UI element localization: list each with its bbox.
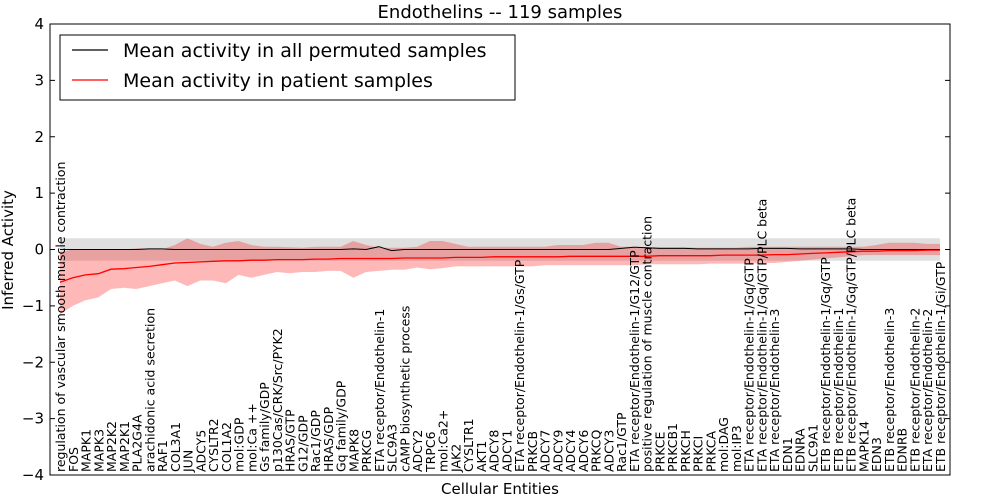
category-label: ETB receptor/Endothelin-1/Gq/GTP	[818, 257, 833, 472]
category-label: arachidonic acid secretion	[142, 308, 157, 472]
category-label: ETB receptor/Endothelin-1/Gq/GTP/PLC bet…	[844, 198, 859, 472]
category-label: ETA receptor/Endothelin-2	[920, 309, 935, 472]
y-tick-label: −4	[22, 466, 44, 484]
category-label: ADCY8	[487, 430, 502, 472]
category-label: G12/GDP	[295, 415, 310, 472]
category-label: PRKCA	[703, 431, 718, 472]
category-label: mol:DAG	[716, 417, 731, 472]
category-label: SLC9A1	[806, 424, 821, 472]
legend-label-permuted: Mean activity in all permuted samples	[123, 40, 486, 62]
category-label: MAP2K1	[117, 421, 132, 472]
category-label: JAK2	[448, 444, 463, 473]
category-label: ETA receptor/Endothelin-1/Gs/GTP	[512, 259, 527, 472]
category-label: PRKCE	[652, 432, 667, 472]
category-label: ADCY9	[550, 430, 565, 472]
category-label: ADCY3	[601, 430, 616, 472]
series-lines	[59, 246, 940, 283]
y-tick-label: 4	[34, 15, 44, 33]
y-axis-label: Inferred Activity	[0, 190, 17, 310]
category-label: CYSLTR2	[206, 418, 221, 472]
category-label: PRKCB	[525, 431, 540, 472]
category-label: PRKCG	[359, 430, 374, 472]
category-label: COL3A1	[168, 422, 183, 472]
category-label: ADCY2	[410, 430, 425, 472]
category-label: ADCY4	[563, 430, 578, 472]
category-label: RAF1	[155, 440, 170, 472]
category-label: COL1A2	[219, 422, 234, 472]
category-label: FOS	[66, 447, 81, 472]
line-patient	[59, 249, 940, 283]
category-label: EDNRA	[793, 428, 808, 472]
category-label: PRKCQ	[589, 430, 604, 472]
category-label: positive regulation of muscle contractio…	[640, 216, 655, 472]
category-label: PRKCH	[678, 430, 693, 472]
category-label: TRPC6	[423, 431, 438, 473]
category-label: SLC9A3	[385, 424, 400, 472]
category-label: Gs family/GDP	[257, 382, 272, 472]
y-axis-ticks: −4 −3 −2 −1 0 1 2 3 4	[22, 15, 950, 484]
category-label: ETA receptor/Endothelin-1/Gq/GTP/PLC bet…	[754, 199, 769, 472]
category-label: PLA2G4A	[130, 414, 145, 472]
category-label: MAPK14	[857, 421, 872, 472]
category-label: ETA receptor/Endothelin-1/Gq/GTP	[742, 258, 757, 472]
category-label: mol:GDP	[232, 417, 247, 472]
category-label: PRKCB1	[665, 423, 680, 472]
category-label: ADCY5	[193, 430, 208, 472]
category-labels: regulation of vascular smooth muscle con…	[53, 162, 948, 473]
line-permuted	[60, 246, 940, 252]
category-label: ADCY1	[499, 430, 514, 472]
category-label: p130Cas/CRK/Src/PYK2	[270, 328, 285, 472]
category-label: mol:Ca ++	[244, 403, 259, 472]
category-label: EDN1	[780, 437, 795, 472]
legend-box	[59, 34, 516, 101]
category-label: Gq family/GDP	[334, 380, 349, 472]
band-patient	[60, 238, 940, 315]
category-label: mol:Ca2+	[436, 410, 451, 472]
category-label: Rac1/GDP	[308, 410, 323, 472]
category-label: ETA receptor/Endothelin-1/G12/GTP	[627, 250, 642, 472]
y-tick-label: 0	[34, 241, 44, 259]
y-tick-label: 1	[34, 184, 44, 202]
y-tick-label: −1	[22, 297, 44, 315]
category-label: EDNRB	[895, 428, 910, 472]
category-label: CYSLTR1	[461, 418, 476, 472]
legend: Mean activity in all permuted samples Me…	[59, 34, 516, 101]
category-label: regulation of vascular smooth muscle con…	[53, 162, 68, 472]
category-label: Rac1/GTP	[614, 412, 629, 472]
category-label: MAP2K2	[104, 421, 119, 472]
y-tick-label: −2	[22, 353, 44, 371]
y-tick-label: 3	[34, 71, 44, 89]
category-label: ETB receptor/Endothelin-1/Gi/GTP	[933, 261, 948, 472]
category-label: ETB receptor/Endothelin-2	[908, 308, 923, 472]
category-label: MAPK3	[91, 429, 106, 472]
y-tick-label: −3	[22, 410, 44, 428]
category-label: ADCY6	[576, 430, 591, 472]
x-axis-label: Cellular Entities	[441, 480, 559, 498]
category-label: MAPK1	[79, 429, 94, 472]
category-label: HRAS/GTP	[283, 409, 298, 472]
category-label: MAPK8	[346, 429, 361, 472]
category-label: ADCY7	[538, 430, 553, 472]
category-label: AKT1	[474, 441, 489, 472]
y-tick-label: 2	[34, 128, 44, 146]
legend-label-patient: Mean activity in patient samples	[123, 70, 433, 92]
category-label: ETB receptor/Endothelin-1	[831, 308, 846, 472]
category-label: ETA receptor/Endothelin-1	[372, 309, 387, 472]
category-label: JUN	[181, 450, 196, 473]
category-label: ETA receptor/Endothelin-3	[767, 309, 782, 472]
category-label: HRAS/GDP	[321, 406, 336, 472]
chart-title: Endothelins -- 119 samples	[378, 2, 623, 23]
category-label: EDN3	[869, 437, 884, 472]
category-label: cAMP biosynthetic process	[397, 306, 412, 472]
category-label: PRKCI	[691, 436, 706, 472]
category-label: mol:IP3	[729, 425, 744, 472]
category-label: ETB receptor/Endothelin-3	[882, 308, 897, 472]
